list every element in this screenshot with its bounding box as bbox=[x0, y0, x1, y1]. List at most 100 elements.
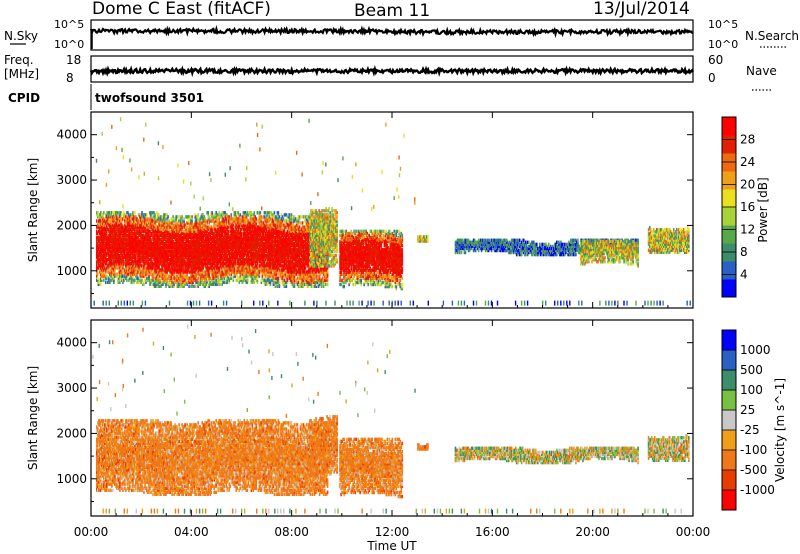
echo-cell bbox=[139, 268, 141, 272]
nsky-panel-frame bbox=[90, 19, 694, 51]
echo-cell bbox=[164, 217, 166, 221]
echo-cell bbox=[114, 262, 116, 266]
echo-cell bbox=[100, 221, 102, 225]
echo-cell bbox=[134, 268, 136, 272]
echo-cell bbox=[124, 223, 126, 227]
echo-cell bbox=[117, 249, 119, 254]
echo-cell bbox=[100, 215, 102, 219]
echo-cell bbox=[103, 254, 105, 258]
echo-cell bbox=[120, 247, 122, 252]
echo-cell bbox=[128, 215, 130, 219]
echo-cell bbox=[96, 264, 98, 268]
echo-cell bbox=[120, 274, 122, 278]
echo-cell bbox=[118, 258, 120, 262]
echo-cell bbox=[277, 276, 280, 280]
echo-cell bbox=[125, 237, 127, 242]
echo-cell bbox=[108, 245, 110, 250]
echo-cell bbox=[132, 247, 134, 252]
echo-cell bbox=[109, 225, 111, 229]
echo-cell bbox=[119, 274, 121, 278]
echo-cell bbox=[120, 235, 122, 239]
echo-cell bbox=[124, 254, 126, 258]
echo-cell bbox=[130, 215, 132, 219]
echo-cell bbox=[112, 215, 114, 219]
echo-cell bbox=[107, 252, 109, 256]
echo-cell bbox=[104, 266, 106, 270]
echo-cell bbox=[97, 215, 99, 219]
echo-cell bbox=[121, 245, 123, 250]
echo-cell bbox=[106, 213, 108, 217]
echo-cell bbox=[109, 260, 111, 264]
echo-cell bbox=[111, 266, 113, 270]
echo-cell bbox=[111, 274, 113, 278]
echo-cell bbox=[97, 247, 99, 252]
echo-cell bbox=[100, 254, 102, 258]
echo-cell bbox=[102, 231, 104, 235]
echo-cell bbox=[121, 219, 123, 223]
echo-cell bbox=[109, 274, 111, 278]
echo-cell bbox=[99, 278, 101, 282]
echo-cell bbox=[127, 260, 129, 264]
echo-cell bbox=[125, 270, 127, 274]
echo-cell bbox=[129, 235, 131, 239]
echo-cell bbox=[98, 239, 100, 244]
echo-cell bbox=[139, 231, 141, 235]
echo-cell bbox=[124, 243, 126, 248]
echo-cell bbox=[122, 264, 124, 268]
echo-cell bbox=[123, 241, 125, 246]
echo-cell bbox=[128, 278, 130, 282]
echo-cell bbox=[102, 270, 104, 274]
echo-cell bbox=[100, 268, 102, 272]
echo-cell bbox=[131, 225, 133, 229]
echo-cell bbox=[127, 217, 129, 221]
echo-cell bbox=[101, 233, 103, 237]
echo-cell bbox=[132, 231, 134, 235]
echo-cell bbox=[100, 243, 102, 248]
echo-cell bbox=[141, 219, 143, 223]
echo-cell bbox=[114, 229, 116, 233]
echo-cell bbox=[132, 274, 134, 278]
echo-cell bbox=[131, 241, 133, 246]
echo-cell bbox=[102, 249, 104, 254]
echo-cell bbox=[103, 211, 105, 215]
echo-cell bbox=[101, 239, 103, 244]
echo-cell bbox=[119, 227, 121, 231]
echo-cell bbox=[117, 252, 119, 256]
echo-cell bbox=[111, 217, 113, 221]
echo-cell bbox=[100, 274, 102, 278]
echo-cell bbox=[124, 274, 126, 278]
echo-cell bbox=[115, 243, 117, 248]
echo-cell bbox=[116, 217, 118, 221]
echo-cell bbox=[127, 252, 129, 256]
echo-cell bbox=[122, 278, 124, 282]
echo-cell bbox=[111, 254, 113, 258]
echo-cell bbox=[123, 247, 125, 252]
echo-cell bbox=[136, 276, 138, 280]
echo-cell bbox=[121, 247, 123, 252]
echo-cell bbox=[114, 211, 116, 215]
echo-cell bbox=[140, 243, 142, 248]
echo-cell bbox=[125, 276, 127, 280]
echo-cell bbox=[104, 243, 106, 248]
echo-cell bbox=[108, 258, 110, 262]
echo-cell bbox=[137, 270, 139, 274]
echo-cell bbox=[137, 235, 139, 239]
echo-cell bbox=[135, 237, 137, 242]
echo-cell bbox=[98, 223, 100, 227]
echo-cell bbox=[107, 227, 109, 231]
echo-cell bbox=[247, 278, 250, 282]
echo-cell bbox=[116, 237, 118, 242]
echo-cell bbox=[138, 260, 140, 264]
echo-cell bbox=[134, 256, 136, 260]
echo-cell bbox=[122, 233, 124, 237]
echo-cell bbox=[135, 245, 137, 250]
echo-cell bbox=[104, 219, 106, 223]
echo-cell bbox=[137, 231, 139, 235]
echo-cell bbox=[113, 247, 115, 252]
echo-cell bbox=[105, 260, 107, 264]
echo-cell bbox=[128, 233, 130, 237]
echo-cell bbox=[138, 223, 140, 227]
echo-cell bbox=[112, 249, 114, 254]
echo-cell bbox=[114, 274, 116, 278]
echo-cell bbox=[111, 243, 113, 248]
